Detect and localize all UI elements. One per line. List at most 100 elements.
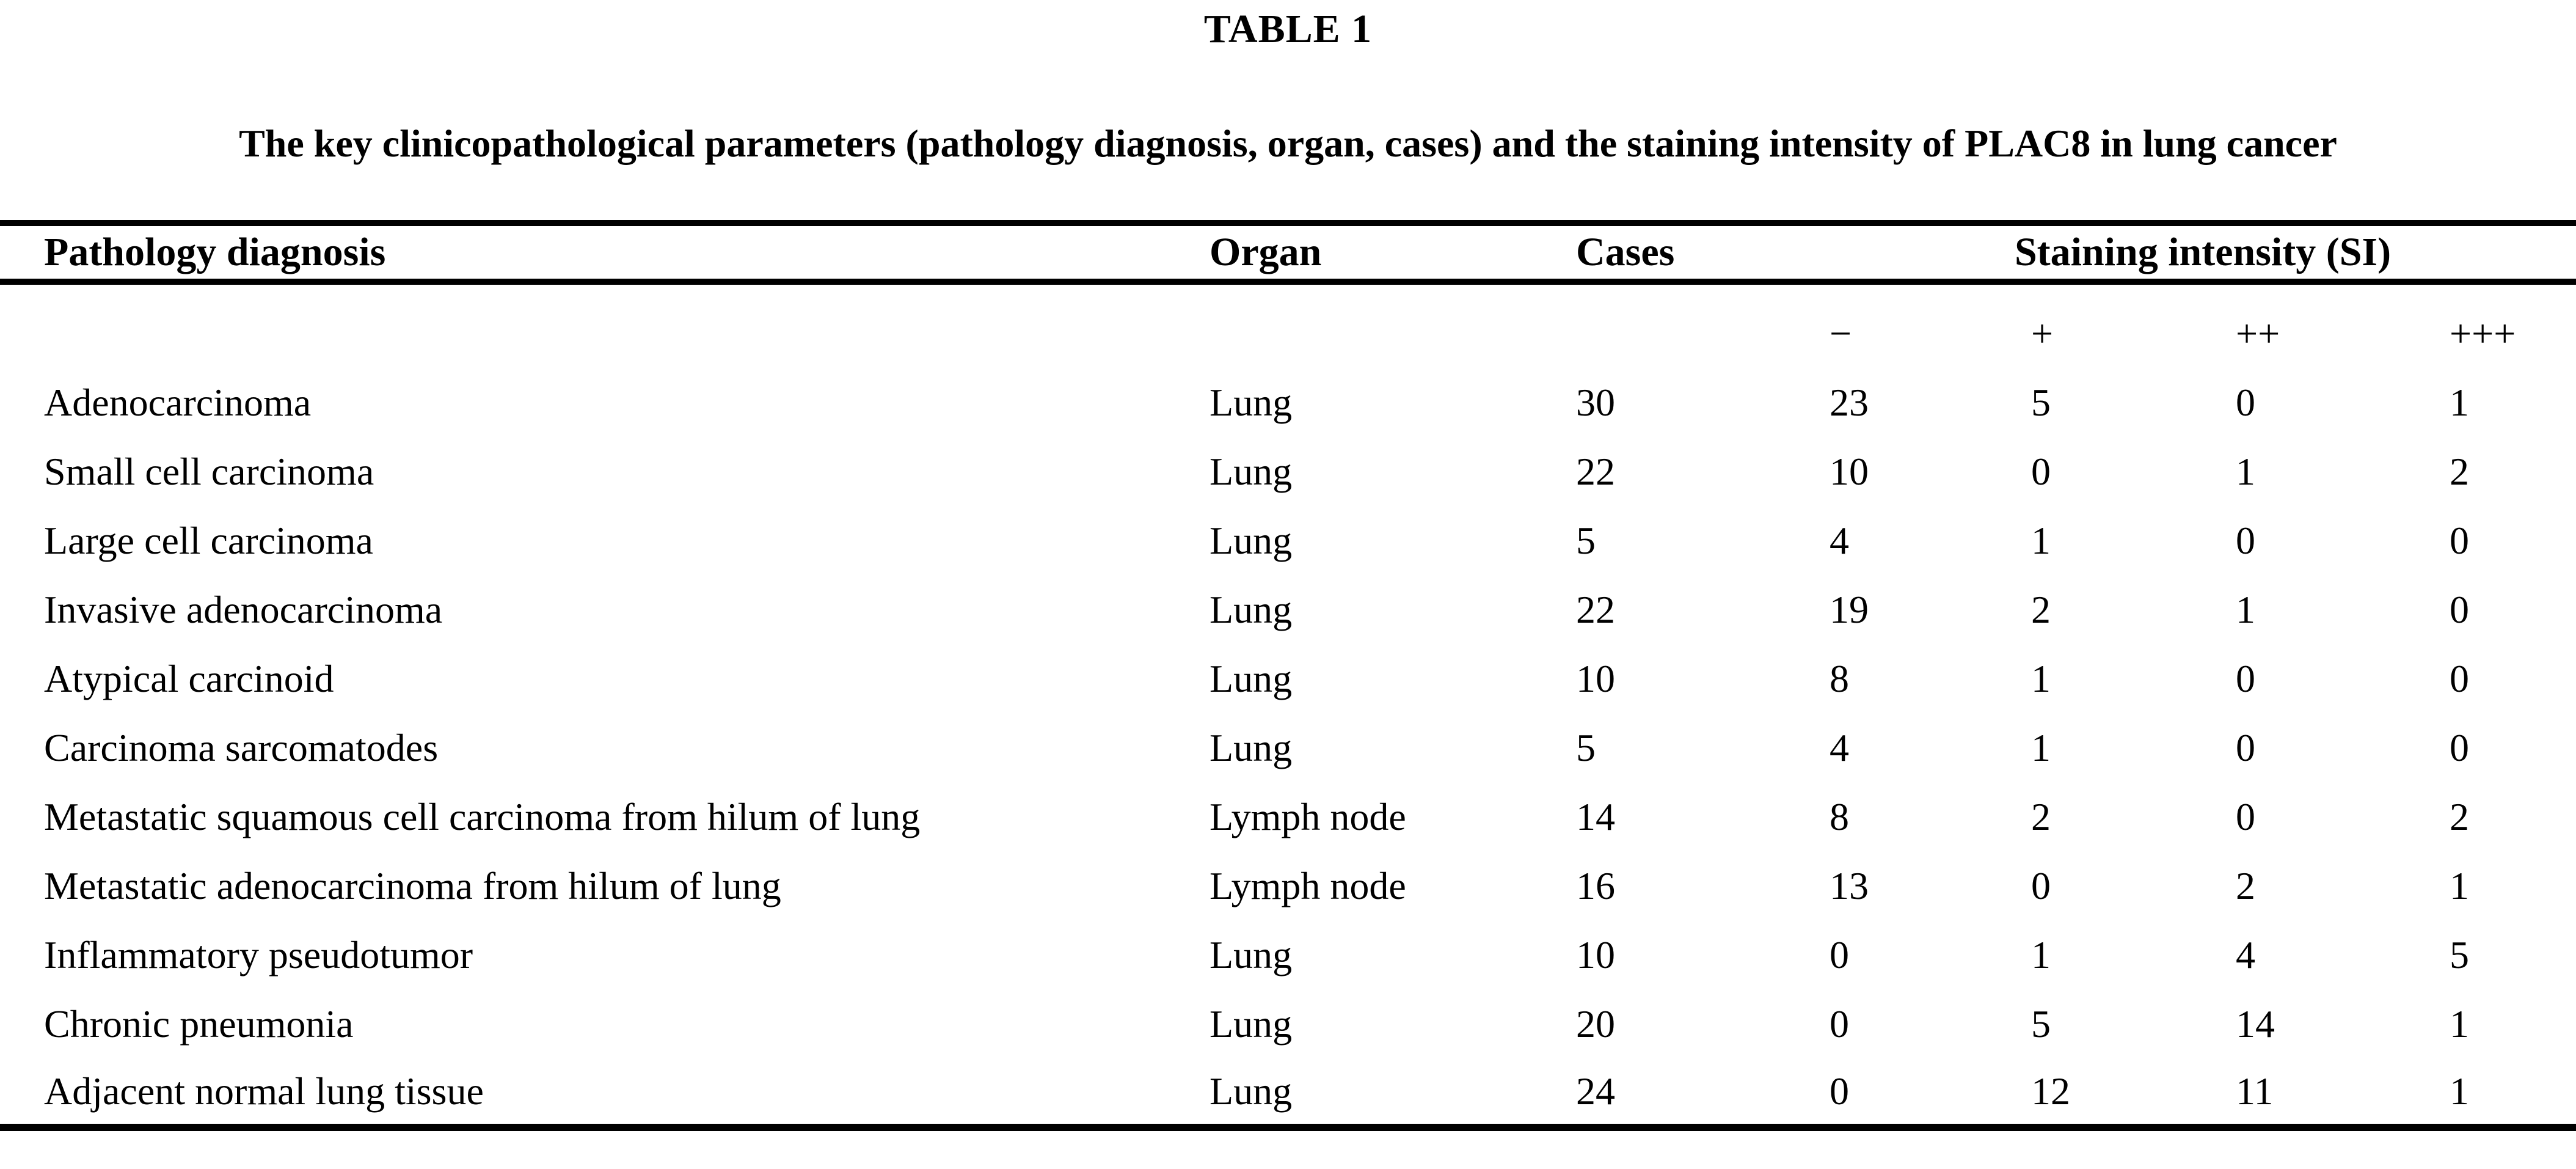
table-row: Atypical carcinoid Lung 10 8 1 0 0 xyxy=(0,644,2576,713)
cell-si-plus-plus-plus: 2 xyxy=(2450,449,2469,493)
col-header-si-plus-plus: ++ xyxy=(2236,312,2280,355)
cell-si-negative: 8 xyxy=(1830,656,1849,700)
cell-si-plus: 5 xyxy=(2031,1002,2051,1046)
cell-si-plus: 1 xyxy=(2031,725,2051,769)
cell-si-plus-plus-plus: 2 xyxy=(2450,794,2469,838)
cell-organ: Lung xyxy=(1210,380,1293,424)
col-header-organ: Organ xyxy=(1210,223,1576,285)
cell-si-negative: 0 xyxy=(1830,933,1849,977)
cell-si-plus-plus-plus: 1 xyxy=(2450,1058,2576,1131)
cell-diagnosis: Metastatic squamous cell carcinoma from … xyxy=(44,794,921,838)
cell-organ: Lung xyxy=(1210,587,1293,631)
cell-diagnosis: Small cell carcinoma xyxy=(44,449,374,493)
empty-cell xyxy=(1210,282,1576,368)
cell-si-plus-plus: 0 xyxy=(2236,656,2255,700)
cell-diagnosis: Atypical carcinoid xyxy=(44,656,334,700)
cell-si-plus: 1 xyxy=(2031,933,2051,977)
cell-cases: 5 xyxy=(1576,725,1596,769)
cell-cases: 20 xyxy=(1576,1002,1615,1046)
cell-si-plus: 12 xyxy=(2031,1058,2236,1131)
cell-si-plus-plus: 1 xyxy=(2236,449,2255,493)
cell-si-negative: 0 xyxy=(1830,1002,1849,1046)
cell-diagnosis: Adjacent normal lung tissue xyxy=(0,1058,1210,1131)
table-row: Carcinoma sarcomatodes Lung 5 4 1 0 0 xyxy=(0,713,2576,782)
cell-si-plus-plus-plus: 1 xyxy=(2450,1002,2469,1046)
cell-diagnosis: Metastatic adenocarcinoma from hilum of … xyxy=(44,863,781,907)
cell-organ: Lymph node xyxy=(1210,863,1406,907)
cell-si-plus: 2 xyxy=(2031,587,2051,631)
empty-cell xyxy=(0,282,1210,368)
cell-cases: 24 xyxy=(1576,1058,1830,1131)
cell-organ: Lymph node xyxy=(1210,794,1406,838)
cell-organ: Lung xyxy=(1210,1058,1576,1131)
table-row: Large cell carcinoma Lung 5 4 1 0 0 xyxy=(0,506,2576,575)
col-header-si-negative: − xyxy=(1830,312,1852,355)
cell-si-plus: 1 xyxy=(2031,518,2051,562)
table-row: Chronic pneumonia Lung 20 0 5 14 1 xyxy=(0,989,2576,1058)
cell-organ: Lung xyxy=(1210,725,1293,769)
table-row: Metastatic adenocarcinoma from hilum of … xyxy=(0,851,2576,920)
table-header-row: Pathology diagnosis Organ Cases Staining… xyxy=(0,223,2576,285)
cell-cases: 16 xyxy=(1576,863,1615,907)
table-row: Adjacent normal lung tissue Lung 24 0 12… xyxy=(0,1058,2576,1131)
cell-si-plus-plus: 0 xyxy=(2236,518,2255,562)
cell-si-negative: 4 xyxy=(1830,725,1849,769)
cell-si-negative: 10 xyxy=(1830,449,1869,493)
cell-si-plus-plus: 2 xyxy=(2236,863,2255,907)
cell-diagnosis: Carcinoma sarcomatodes xyxy=(44,725,439,769)
table-number-title: TABLE 1 xyxy=(1203,7,1373,51)
table-row: Inflammatory pseudotumor Lung 10 0 1 4 5 xyxy=(0,920,2576,989)
table-caption: The key clinicopathological parameters (… xyxy=(239,122,2337,165)
cell-diagnosis: Chronic pneumonia xyxy=(44,1002,354,1046)
col-header-si-plus: + xyxy=(2031,312,2054,355)
cell-organ: Lung xyxy=(1210,656,1293,700)
cell-si-plus-plus: 11 xyxy=(2236,1058,2450,1131)
cell-cases: 22 xyxy=(1576,449,1615,493)
table-row: Metastatic squamous cell carcinoma from … xyxy=(0,782,2576,851)
col-header-pathology-diagnosis: Pathology diagnosis xyxy=(0,223,1210,285)
cell-si-plus-plus: 0 xyxy=(2236,725,2255,769)
cell-si-plus-plus-plus: 5 xyxy=(2450,933,2469,977)
cell-si-plus-plus-plus: 0 xyxy=(2450,656,2469,700)
table-row: Small cell carcinoma Lung 22 10 0 1 2 xyxy=(0,437,2576,506)
cell-cases: 10 xyxy=(1576,656,1615,700)
si-subheader-row: − + ++ +++ xyxy=(0,282,2576,368)
cell-si-plus: 0 xyxy=(2031,449,2051,493)
cell-si-plus: 0 xyxy=(2031,863,2051,907)
cell-organ: Lung xyxy=(1210,518,1293,562)
cell-si-negative: 0 xyxy=(1830,1058,2031,1131)
cell-si-plus-plus: 4 xyxy=(2236,933,2255,977)
cell-si-plus-plus-plus: 0 xyxy=(2450,725,2469,769)
cell-diagnosis: Inflammatory pseudotumor xyxy=(44,933,473,977)
col-header-si-plus-plus-plus: +++ xyxy=(2450,312,2516,355)
cell-si-plus-plus: 1 xyxy=(2236,587,2255,631)
cell-diagnosis: Invasive adenocarcinoma xyxy=(44,587,443,631)
table-row: Invasive adenocarcinoma Lung 22 19 2 1 0 xyxy=(0,575,2576,644)
col-header-staining-intensity: Staining intensity (SI) xyxy=(1830,223,2576,285)
table-row: Adenocarcinoma Lung 30 23 5 0 1 xyxy=(0,368,2576,437)
cell-organ: Lung xyxy=(1210,933,1293,977)
cell-cases: 30 xyxy=(1576,380,1615,424)
cell-si-plus: 5 xyxy=(2031,380,2051,424)
cell-si-plus: 1 xyxy=(2031,656,2051,700)
cell-diagnosis: Large cell carcinoma xyxy=(44,518,373,562)
cell-cases: 22 xyxy=(1576,587,1615,631)
cell-cases: 5 xyxy=(1576,518,1596,562)
cell-si-plus-plus: 0 xyxy=(2236,794,2255,838)
col-header-cases: Cases xyxy=(1576,223,1830,285)
cell-si-plus-plus: 14 xyxy=(2236,1002,2275,1046)
cell-organ: Lung xyxy=(1210,449,1293,493)
cell-si-negative: 19 xyxy=(1830,587,1869,631)
empty-cell xyxy=(1576,282,1830,368)
cell-diagnosis: Adenocarcinoma xyxy=(44,380,312,424)
cell-si-plus-plus-plus: 0 xyxy=(2450,587,2469,631)
cell-si-negative: 4 xyxy=(1830,518,1849,562)
cell-si-negative: 8 xyxy=(1830,794,1849,838)
cell-cases: 14 xyxy=(1576,794,1615,838)
cell-si-plus-plus-plus: 0 xyxy=(2450,518,2469,562)
cell-si-negative: 13 xyxy=(1830,863,1869,907)
cell-si-plus-plus-plus: 1 xyxy=(2450,380,2469,424)
cell-si-plus-plus-plus: 1 xyxy=(2450,863,2469,907)
cell-si-negative: 23 xyxy=(1830,380,1869,424)
